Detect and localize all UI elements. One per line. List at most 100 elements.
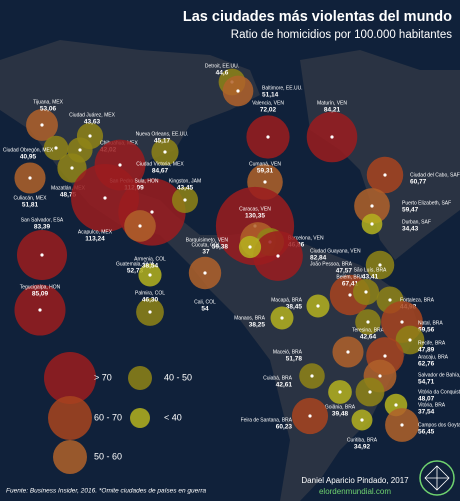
city-name: Armenia, COL bbox=[134, 256, 166, 262]
author: Daniel Aparicio Pindado, 2017 bbox=[301, 476, 409, 485]
city-dot bbox=[148, 310, 152, 314]
city-name: Detroit, EE.UU. bbox=[205, 63, 239, 69]
city-dot bbox=[78, 148, 82, 152]
city-name: Cuiabá, BRA bbox=[263, 375, 293, 381]
city-value: 59,47 bbox=[402, 207, 419, 214]
legend-swatch bbox=[48, 396, 92, 440]
city-name: Ciudad Juárez, MEX bbox=[69, 112, 116, 118]
city-value: 37 bbox=[202, 249, 210, 256]
city-name: Tegucigalpa, HON bbox=[20, 284, 61, 290]
city-name: Culiacán, MEX bbox=[13, 195, 47, 201]
city-value: 113,24 bbox=[85, 236, 105, 243]
city-dot bbox=[103, 196, 107, 200]
city-dot bbox=[383, 173, 387, 177]
city-value: 60,77 bbox=[410, 179, 427, 186]
city-name: Acapulco, MEX bbox=[78, 229, 113, 235]
city-name: Ciudad del Cabo, SAF bbox=[410, 172, 460, 178]
city-value: 130,35 bbox=[245, 213, 265, 220]
city-value: 43,63 bbox=[84, 119, 101, 126]
city-value: 47,89 bbox=[418, 347, 435, 354]
city-dot bbox=[378, 374, 382, 378]
city-value: 51,14 bbox=[262, 92, 279, 99]
city-name: Kingston, JAM bbox=[169, 178, 201, 184]
city-value: 47,57 bbox=[336, 268, 353, 275]
city-value: 48,75 bbox=[60, 192, 77, 199]
city-dot bbox=[348, 293, 352, 297]
city-dot bbox=[148, 273, 152, 277]
city-dot bbox=[346, 350, 350, 354]
city-name: Nueva Orleans, EE.UU. bbox=[136, 131, 189, 137]
city-name: Feira de Santana, BRA bbox=[241, 417, 293, 423]
city-name: Teresina, BRA bbox=[352, 327, 385, 333]
city-dot bbox=[38, 308, 42, 312]
city-name: Valencia, VEN bbox=[252, 100, 284, 106]
city-value: 51,81 bbox=[22, 202, 39, 209]
city-value: 43,41 bbox=[362, 274, 379, 281]
city-dot bbox=[203, 271, 207, 275]
city-name: Natal, BRA bbox=[418, 320, 443, 326]
city-value: 43,45 bbox=[177, 185, 194, 192]
city-value: 48,07 bbox=[418, 396, 435, 403]
city-name: Manaos, BRA bbox=[234, 315, 266, 321]
city-value: 84,67 bbox=[152, 168, 169, 175]
city-value: 84,21 bbox=[324, 107, 341, 114]
city-dot bbox=[408, 338, 412, 342]
city-name: Goiânia, BRA bbox=[325, 404, 356, 410]
city-value: 52,73 bbox=[127, 268, 144, 275]
city-value: 83,39 bbox=[34, 224, 51, 231]
legend-label: 40 - 50 bbox=[164, 372, 192, 382]
city-dot bbox=[276, 254, 280, 258]
city-value: 62,76 bbox=[418, 361, 435, 368]
city-dot bbox=[70, 166, 74, 170]
city-value: 34,43 bbox=[402, 226, 419, 233]
legend-label: < 40 bbox=[164, 412, 182, 422]
city-dot bbox=[28, 176, 32, 180]
city-dot bbox=[310, 374, 314, 378]
city-value: 38,25 bbox=[249, 322, 266, 329]
city-name: Cúcuta, COL bbox=[192, 242, 221, 248]
city-value: 54 bbox=[201, 306, 209, 313]
title: Las ciudades más violentas del mundo bbox=[183, 9, 452, 25]
city-value: 60,23 bbox=[276, 424, 293, 431]
city-name: Guatemala, GUA bbox=[116, 261, 155, 267]
city-value: 39,48 bbox=[332, 411, 349, 418]
website: elordenmundial.com bbox=[319, 487, 391, 496]
logo-ring bbox=[419, 460, 455, 496]
city-dot bbox=[383, 354, 387, 358]
city-name: Ciudad Guayana, VEN bbox=[310, 248, 361, 254]
city-dot bbox=[163, 150, 167, 154]
city-value: 51,78 bbox=[286, 356, 303, 363]
legend-label: > 70 bbox=[94, 372, 112, 382]
legend-label: 60 - 70 bbox=[94, 412, 122, 422]
city-value: 82,84 bbox=[310, 255, 327, 262]
city-name: Caracas, VEN bbox=[239, 206, 271, 212]
city-name: Barquisimeto, VEN bbox=[186, 237, 229, 243]
footer: Fuente: Business Insider, 2016. *Omite c… bbox=[6, 488, 207, 495]
city-dot bbox=[183, 198, 187, 202]
city-dot bbox=[88, 134, 92, 138]
city-dot bbox=[308, 414, 312, 418]
city-dot bbox=[338, 390, 342, 394]
city-name: Vitória, BRA bbox=[418, 402, 446, 408]
city-name: Curitiba, BRA bbox=[347, 437, 378, 443]
city-name: Recife, BRA bbox=[418, 340, 446, 346]
city-name: Barcelona, VEN bbox=[288, 235, 324, 241]
city-name: Belém, BRA bbox=[336, 274, 364, 280]
legend-label: 50 - 60 bbox=[94, 451, 122, 461]
city-name: Ciudad Victoria, MEX bbox=[136, 161, 184, 167]
city-value: 46,30 bbox=[142, 297, 159, 304]
city-name: Salvador de Bahía, BRA bbox=[418, 372, 460, 378]
city-dot bbox=[388, 298, 392, 302]
city-name: Palmira, COL bbox=[135, 290, 165, 296]
city-name: Ciudad Obregón, MEX bbox=[3, 147, 54, 153]
city-name: Cali, COL bbox=[194, 299, 216, 305]
city-value: 53,06 bbox=[40, 106, 57, 113]
city-dot bbox=[248, 245, 252, 249]
city-name: Cumaná, VEN bbox=[249, 161, 281, 167]
city-value: 85,09 bbox=[32, 291, 49, 298]
city-name: Aracaju, BRA bbox=[418, 354, 449, 360]
city-dot bbox=[40, 123, 44, 127]
city-name: Fortaleza, BRA bbox=[400, 297, 435, 303]
africa bbox=[300, 50, 460, 260]
